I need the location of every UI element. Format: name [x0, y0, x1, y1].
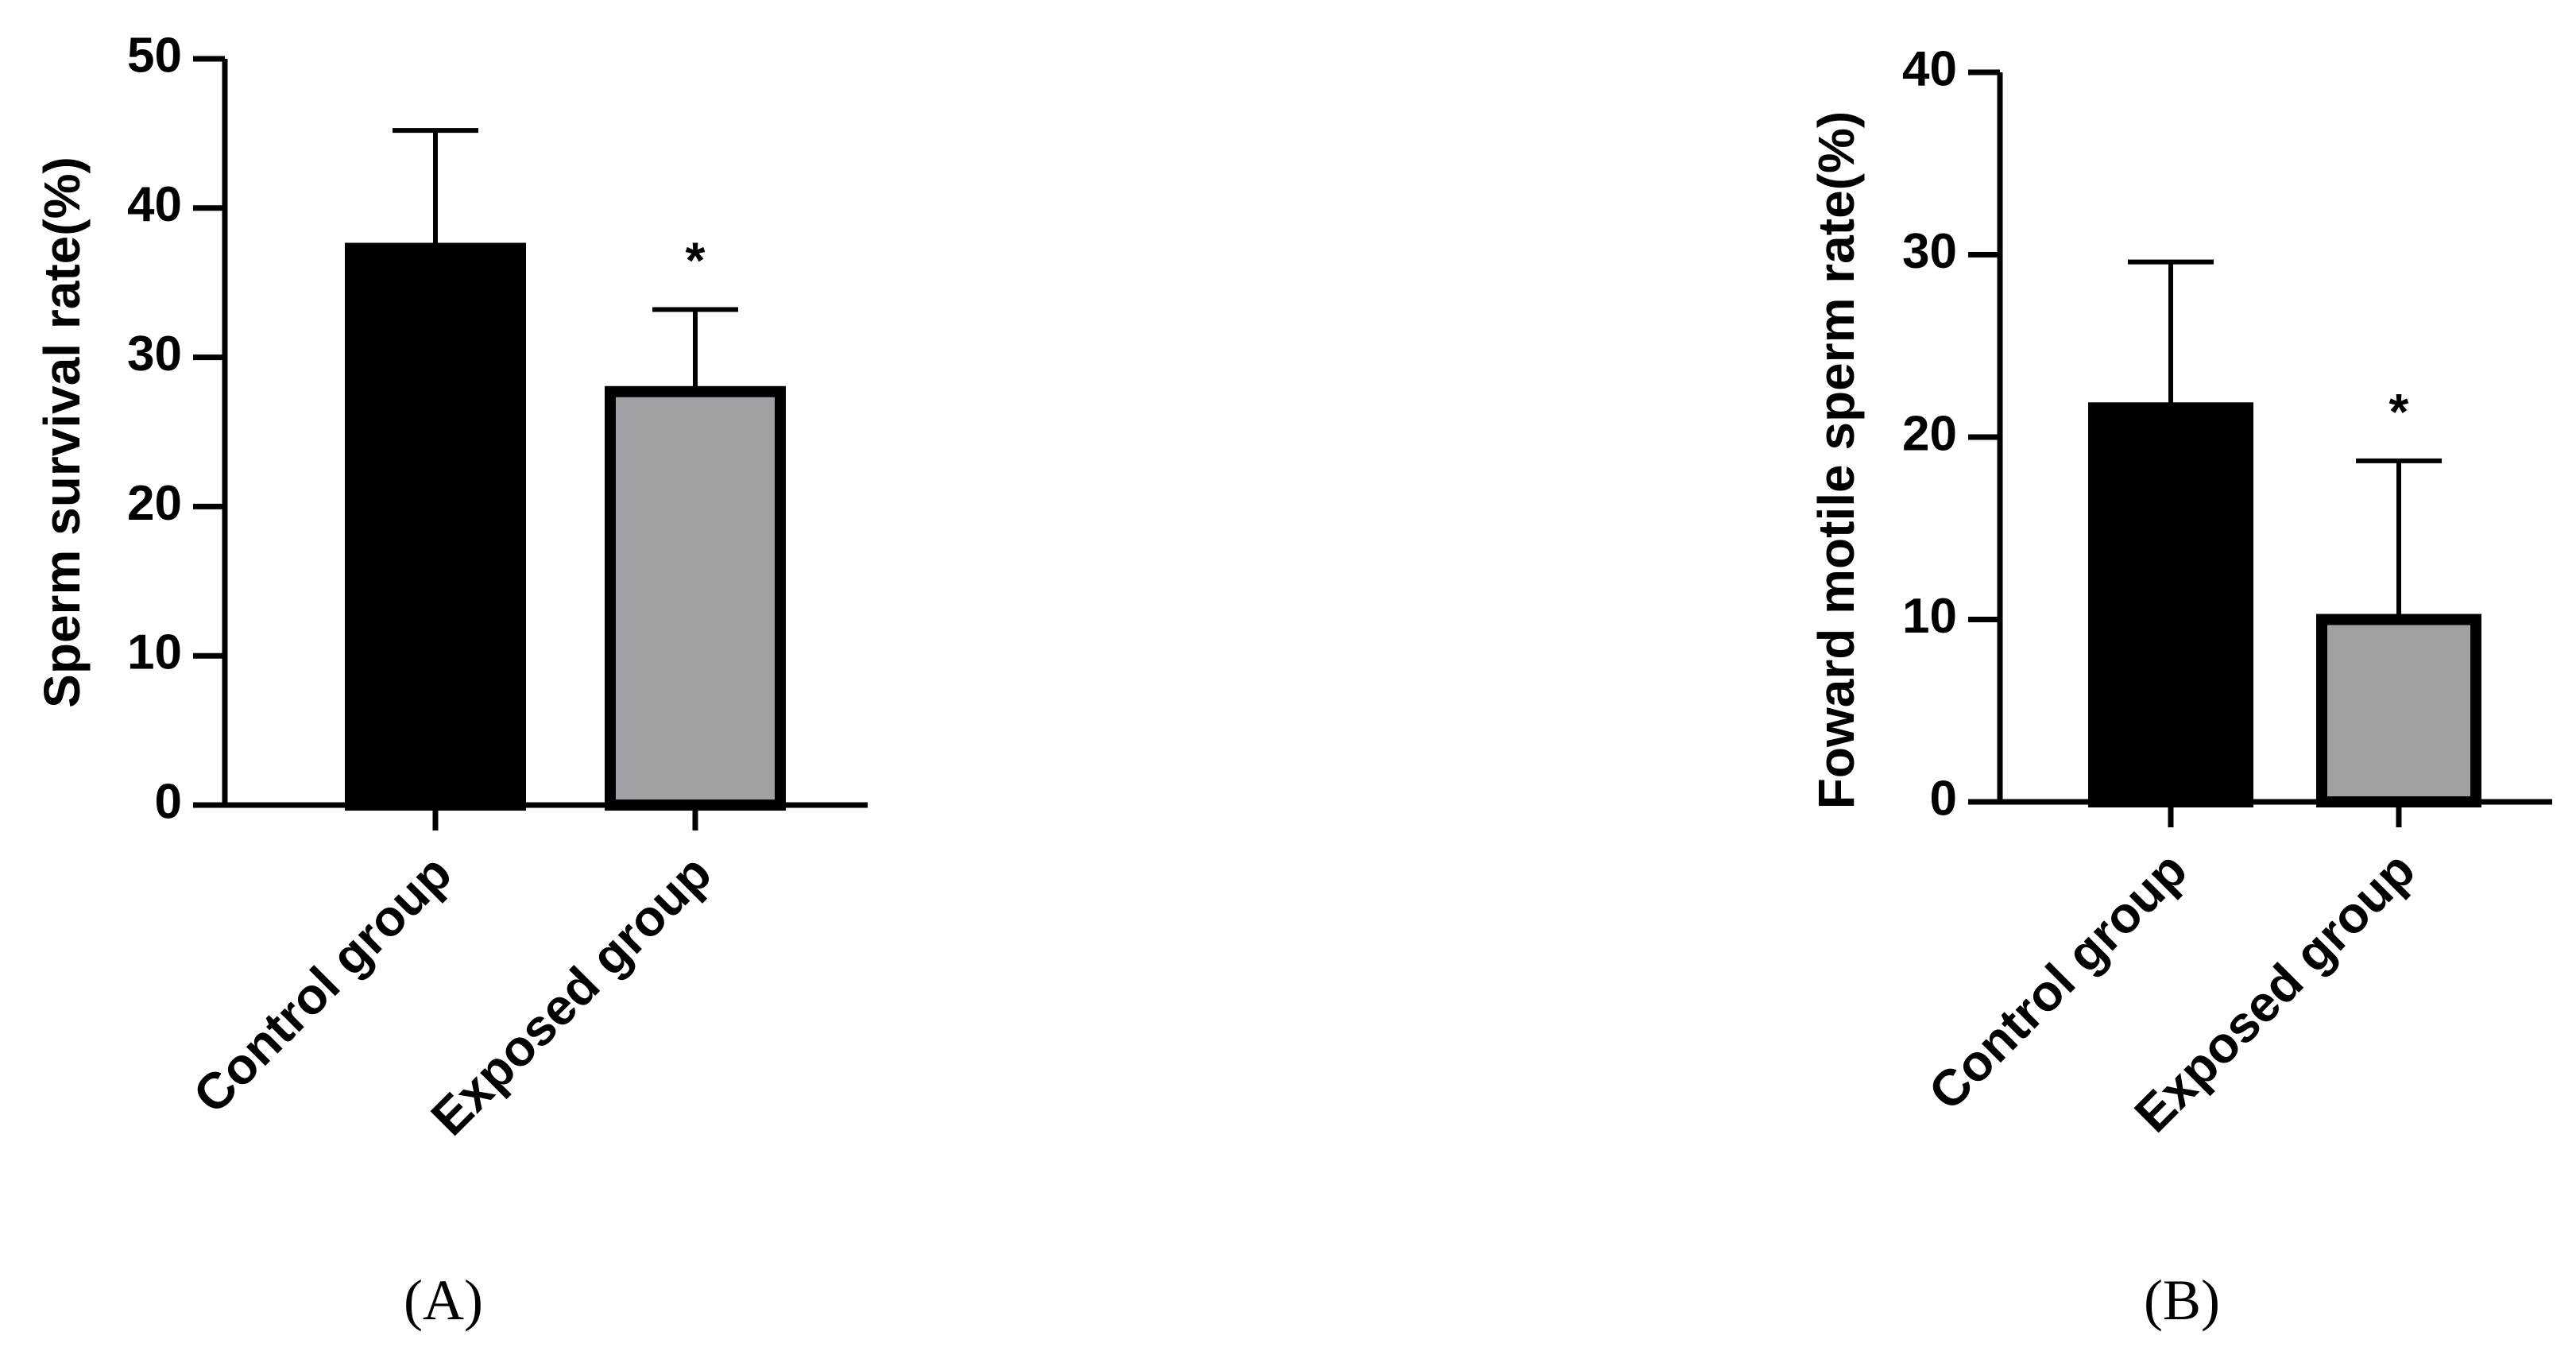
y-tick-label: 40: [1902, 41, 1957, 96]
x-tick-label: Exposed group: [420, 844, 722, 1146]
y-tick-label: 10: [127, 625, 182, 680]
y-axis-label: Sperm survival rate(%): [33, 157, 91, 708]
y-tick-label: 30: [1902, 224, 1957, 279]
significance-marker: *: [686, 232, 706, 289]
y-axis-label: Foward motile sperm rate(%): [1808, 111, 1865, 809]
y-tick-label: 0: [1930, 771, 1957, 826]
y-tick-label: 0: [155, 774, 182, 829]
y-tick-label: 40: [127, 177, 182, 232]
x-tick-label: Control group: [182, 844, 462, 1125]
y-tick-label: 20: [127, 476, 182, 531]
bar: [605, 385, 786, 811]
bar: [345, 242, 526, 811]
bar: [2316, 614, 2481, 807]
y-tick-label: 20: [1902, 406, 1957, 461]
y-tick-label: 50: [127, 28, 182, 83]
panel-label: (A): [404, 1268, 483, 1332]
y-tick-label: 30: [127, 327, 182, 381]
panel-label: (B): [2144, 1268, 2220, 1332]
bar: [2088, 402, 2253, 808]
significance-marker: *: [2389, 383, 2409, 440]
y-tick-label: 10: [1902, 589, 1957, 644]
